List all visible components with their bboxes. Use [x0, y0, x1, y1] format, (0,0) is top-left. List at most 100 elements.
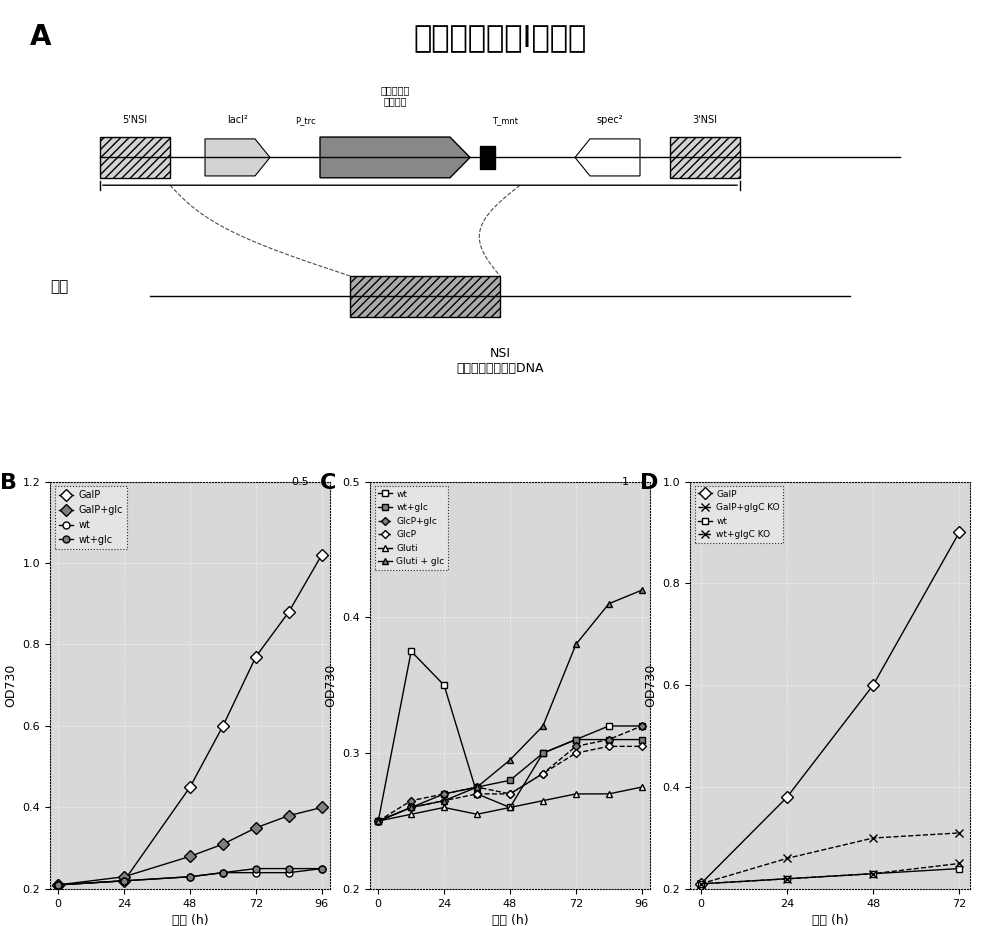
GalP: [781, 792, 793, 803]
GalP+glc: [217, 839, 229, 850]
Gluti: [504, 802, 516, 813]
X-axis label: 时间 (h): 时间 (h): [172, 914, 208, 926]
GlcP: [372, 816, 384, 827]
GalP: [118, 875, 130, 886]
wt+glc: [504, 775, 516, 786]
GlcP+glc: [471, 782, 483, 793]
Line: Gluti: Gluti: [375, 784, 645, 824]
Text: 0.5: 0.5: [291, 477, 308, 486]
wt: [537, 747, 549, 758]
Gluti + glc: [570, 639, 582, 650]
wt: [118, 875, 130, 886]
Legend: GalP, GalP+glc, wt, wt+glc: GalP, GalP+glc, wt, wt+glc: [55, 486, 127, 549]
GlcP+glc: [504, 788, 516, 799]
Text: B: B: [0, 473, 17, 494]
wt: [52, 880, 64, 891]
Text: D: D: [640, 473, 658, 494]
GalP: [867, 680, 879, 691]
GlcP+glc: [405, 795, 417, 807]
wt+glc: [184, 871, 196, 882]
Text: 3'NSI: 3'NSI: [692, 115, 718, 125]
GalP+glc: [250, 822, 262, 833]
Line: GalP: GalP: [54, 551, 326, 889]
GlcP+glc: [603, 734, 615, 745]
Gluti + glc: [636, 584, 648, 595]
GlcP: [438, 795, 450, 807]
Gluti + glc: [405, 802, 417, 813]
GlcP: [636, 741, 648, 752]
GalP: [250, 651, 262, 662]
wt: [781, 873, 793, 884]
wt+glc: [636, 734, 648, 745]
Text: spec²: spec²: [597, 115, 623, 125]
wt: [438, 680, 450, 691]
wt+glgC KO: [781, 873, 793, 884]
Line: wt: wt: [697, 865, 963, 887]
Bar: [670, 137, 740, 178]
Legend: GalP, GalP+glgC KO, wt, wt+glgC KO: GalP, GalP+glgC KO, wt, wt+glgC KO: [695, 486, 783, 543]
Line: GalP+glc: GalP+glc: [54, 804, 326, 889]
GlcP: [537, 768, 549, 779]
Gluti + glc: [471, 782, 483, 793]
GalP: [695, 878, 707, 889]
Line: GalP+glgC KO: GalP+glgC KO: [697, 829, 963, 888]
GalP+glc: [283, 810, 295, 821]
FancyArrow shape: [320, 137, 470, 178]
GalP: [52, 880, 64, 891]
GalP+glc: [118, 871, 130, 882]
GlcP+glc: [636, 720, 648, 732]
wt+glc: [118, 875, 130, 886]
FancyArrow shape: [205, 139, 270, 176]
Gluti: [537, 795, 549, 807]
wt: [217, 867, 229, 878]
Gluti + glc: [372, 816, 384, 827]
Line: GlcP: GlcP: [375, 744, 645, 824]
Bar: [100, 137, 170, 178]
Line: Gluti + glc: Gluti + glc: [375, 587, 645, 824]
Text: P_trc: P_trc: [295, 116, 315, 125]
Line: GalP: GalP: [697, 529, 963, 888]
GlcP: [603, 741, 615, 752]
wt+glc: [471, 782, 483, 793]
Text: lacI²: lacI²: [228, 115, 248, 125]
Text: 1: 1: [621, 477, 628, 486]
Y-axis label: OD730: OD730: [324, 664, 337, 707]
wt+glc: [603, 734, 615, 745]
Line: wt+glc: wt+glc: [55, 865, 325, 888]
wt: [636, 720, 648, 732]
wt: [867, 869, 879, 880]
GlcP+glc: [570, 741, 582, 752]
wt: [471, 788, 483, 799]
wt: [283, 867, 295, 878]
Text: 重组: 重组: [50, 280, 68, 294]
Gluti: [636, 782, 648, 793]
wt: [316, 863, 328, 874]
GalP+glgC KO: [781, 853, 793, 864]
X-axis label: 时间 (h): 时间 (h): [812, 914, 848, 926]
wt: [953, 863, 965, 874]
GalP: [283, 607, 295, 618]
wt+glc: [537, 747, 549, 758]
GlcP: [504, 788, 516, 799]
wt+glgC KO: [867, 869, 879, 880]
Line: wt+glc: wt+glc: [375, 736, 645, 824]
wt+glc: [316, 863, 328, 874]
GalP+glc: [52, 880, 64, 891]
Gluti: [603, 788, 615, 799]
GalP+glc: [316, 802, 328, 813]
Gluti + glc: [537, 720, 549, 732]
Gluti + glc: [438, 795, 450, 807]
wt+glc: [217, 867, 229, 878]
Y-axis label: OD730: OD730: [644, 664, 657, 707]
Text: A: A: [30, 23, 52, 51]
GalP+glgC KO: [867, 832, 879, 844]
wt: [184, 871, 196, 882]
wt: [695, 878, 707, 889]
Line: wt: wt: [375, 648, 645, 824]
wt: [405, 645, 417, 657]
GlcP+glc: [372, 816, 384, 827]
Y-axis label: OD730: OD730: [4, 664, 17, 707]
GlcP: [405, 802, 417, 813]
GalP+glc: [184, 851, 196, 862]
Bar: [350, 276, 500, 317]
